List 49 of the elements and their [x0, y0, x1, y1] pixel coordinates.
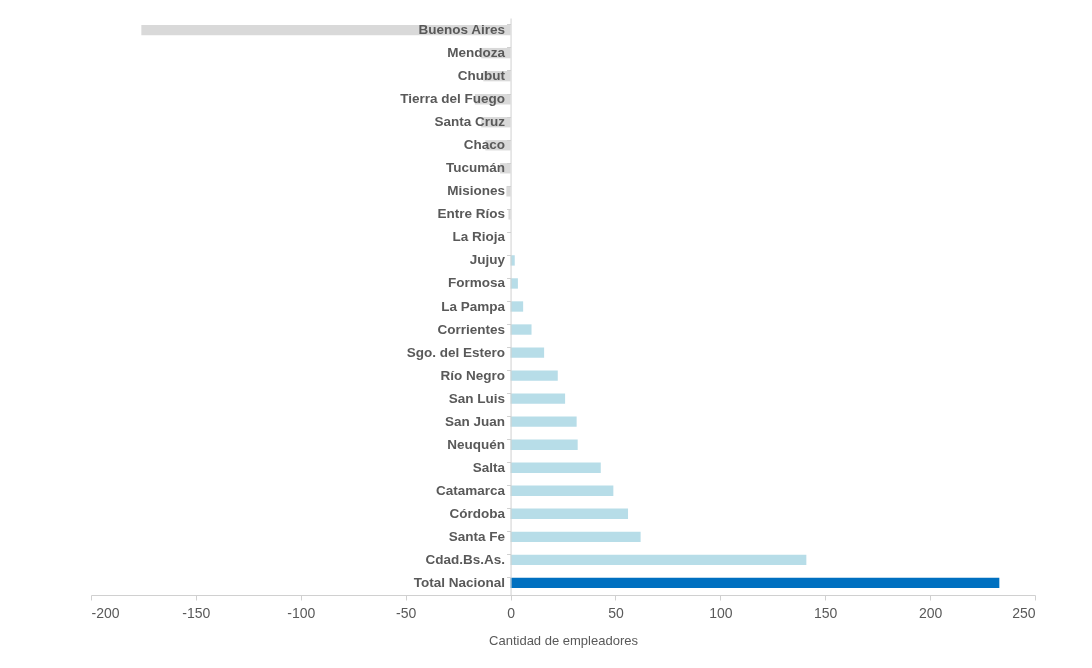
x-tick-label: 250	[1012, 604, 1036, 621]
y-tick-label: Total Nacional	[413, 574, 506, 590]
y-tick-label: Buenos Aires	[418, 22, 506, 38]
x-tick-label: 0	[507, 604, 516, 621]
y-tick-label: Tucumán	[446, 160, 506, 176]
bar	[510, 462, 601, 473]
x-tick-label: -200	[91, 604, 120, 621]
bar	[510, 439, 578, 450]
y-tick-label: Chubut	[457, 68, 506, 84]
bar	[510, 301, 524, 312]
x-tick-label: -150	[182, 604, 211, 621]
x-axis-title: Cantidad de empleadores	[489, 632, 639, 648]
bar	[510, 485, 614, 496]
x-tick-label: -50	[396, 604, 417, 621]
y-tick-label: Mendoza	[447, 45, 506, 61]
bar	[510, 577, 1000, 589]
y-tick-label: Río Negro	[440, 367, 506, 383]
y-tick-label: La Pampa	[441, 298, 506, 314]
y-tick-label: Santa Cruz	[434, 114, 506, 130]
y-tick-label: Tierra del Fuego	[400, 91, 506, 107]
y-tick-label: San Juan	[445, 413, 506, 429]
y-tick-label: Corrientes	[437, 321, 506, 337]
y-tick-label: Chaco	[463, 137, 506, 153]
bar	[510, 508, 629, 519]
y-tick-label: San Luis	[448, 390, 506, 406]
x-tick-label: 50	[608, 604, 624, 621]
y-tick-label: Catamarca	[436, 482, 506, 498]
x-tick-label: 200	[918, 604, 943, 621]
bar	[510, 370, 558, 381]
y-tick-label: Sgo. del Estero	[406, 344, 506, 360]
bar	[510, 393, 566, 404]
y-tick-label: Entre Ríos	[437, 206, 506, 222]
bar	[510, 531, 641, 543]
y-tick-label: Cdad.Bs.As.	[425, 551, 506, 567]
x-tick-label: 100	[709, 604, 733, 621]
y-tick-label: Misiones	[447, 183, 506, 199]
y-tick-label: La Rioja	[452, 229, 506, 245]
y-tick-label: Formosa	[448, 275, 506, 291]
bar	[510, 324, 532, 335]
x-tick-label: 150	[814, 604, 838, 621]
y-tick-label: Salta	[472, 459, 506, 475]
x-tick-label: -100	[287, 604, 316, 621]
y-tick-label: Córdoba	[449, 505, 506, 521]
bar	[510, 416, 577, 427]
y-tick-label: Neuquén	[447, 436, 506, 452]
y-tick-label: Jujuy	[469, 252, 506, 268]
y-tick-label: Santa Fe	[448, 528, 506, 544]
bar	[510, 554, 807, 566]
bar	[510, 347, 545, 358]
